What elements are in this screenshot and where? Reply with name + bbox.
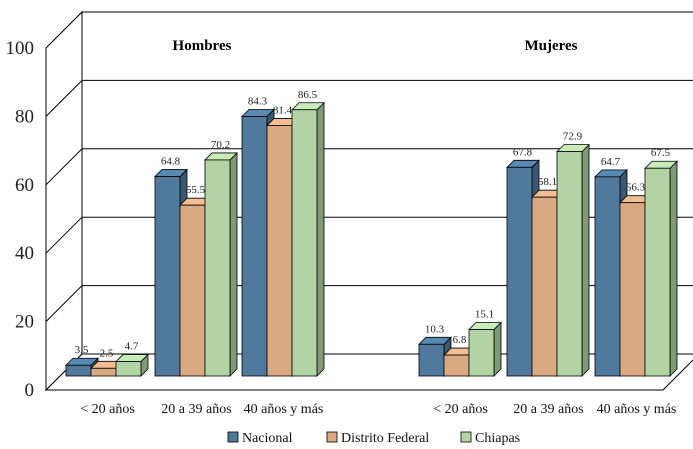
bar-front [619,202,646,377]
bar-side [493,321,502,377]
group-title-mujeres: Mujeres [524,38,577,54]
group-title-hombres: Hombres [173,38,232,54]
gridline [45,148,693,186]
data-label: 3.5 [75,344,89,356]
data-label: 58.1 [538,176,557,188]
bar-front [266,125,293,377]
bar-front [65,364,92,377]
bar [644,160,678,377]
data-label: 55.5 [186,184,206,196]
data-label: 64.8 [161,156,181,168]
bar-front [204,159,231,377]
bar-front [179,204,206,377]
bar-front [594,176,621,377]
bar-front [291,109,318,377]
data-label: 64.7 [601,156,621,168]
data-label: 84.3 [248,96,268,108]
legend-item: Nacional [227,431,293,446]
y-tick-label: 40 [15,243,34,264]
data-label: 2.5 [100,347,114,359]
legend: Nacional Distrito Federal Chiapas [227,431,520,446]
bar-front [468,329,495,377]
bar [115,353,149,377]
category-label: < 20 años [433,402,488,417]
data-label: 56.3 [626,182,646,194]
y-axis-ticks: 0 20 40 60 80 100 [6,38,35,401]
bar [468,321,502,377]
bar-front [241,116,268,377]
bars [65,101,678,377]
chart-left-wall [45,10,83,392]
data-label: 4.7 [125,341,139,353]
y-tick-label: 80 [15,106,34,127]
legend-swatch [460,431,472,443]
bar [556,143,590,377]
bar-front [506,166,533,377]
bar-side [581,143,590,377]
y-tick-label: 0 [25,380,35,401]
legend-label: Distrito Federal [341,431,429,446]
y-tick-label: 60 [15,175,34,196]
data-label: 67.5 [651,147,671,159]
legend-label: Nacional [242,431,293,446]
bar-front [531,196,558,377]
data-label: 67.8 [513,146,533,158]
bar [204,151,238,377]
chart-back-wall [81,11,693,355]
data-label: 72.9 [563,131,583,143]
gridlines [45,79,693,322]
gridline [45,216,693,254]
gridline [45,285,693,322]
gridline [45,79,693,117]
bar-front [154,176,181,377]
data-label: 86.5 [298,89,318,101]
data-label: 10.3 [425,323,445,335]
bar [291,101,325,377]
legend-swatch [326,431,338,443]
bar-front [443,354,470,377]
legend-label: Chiapas [475,431,520,446]
y-tick-label: 100 [6,38,35,59]
category-label: 20 a 39 años [161,402,231,417]
category-labels: < 20 años 20 a 39 años 40 años y más < 20 a… [80,402,676,417]
data-labels: 3.5 2.5 4.7 64.8 55.5 70.2 84.3 81.4 86.5 10.3 6.8… [75,89,671,360]
data-label: 70.2 [211,139,230,151]
category-label: < 20 años [80,402,135,417]
bar-front [418,343,445,377]
category-label: 40 años y más [597,402,677,417]
data-label: 15.1 [475,309,494,321]
bar-side [669,160,678,377]
y-tick-label: 20 [15,312,34,333]
category-label: 40 años y más [244,402,324,417]
legend-item: Chiapas [460,431,520,446]
bar-side [229,151,238,377]
legend-swatch [227,431,239,443]
bar-side [316,101,325,377]
bar-front [556,151,583,377]
data-label: 81.4 [273,104,293,116]
legend-item: Distrito Federal [326,431,429,446]
data-label: 6.8 [453,334,467,346]
category-label: 20 a 39 años [513,402,583,417]
bar-front [115,361,142,377]
bar-front [90,367,117,377]
bar-front [644,167,671,377]
